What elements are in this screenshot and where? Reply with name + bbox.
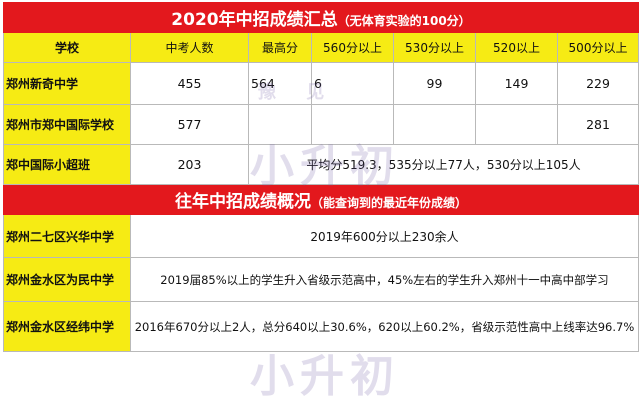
section2-title: 往年中招成绩概况 xyxy=(174,192,311,212)
header-500: 500分以上 xyxy=(557,32,639,63)
section1-header-row: 学校 中考人数 最高分 560分以上 530分以上 520以上 500分以上 xyxy=(3,32,639,63)
table-row: 郑州二七区兴华中学 2019年600分以上230余人 xyxy=(3,214,639,258)
header-count: 中考人数 xyxy=(130,32,249,63)
section1-title-row: 2020年中招成绩汇总（无体育实验的100分） xyxy=(3,2,639,33)
s500-cell: 281 xyxy=(557,104,639,145)
note-cell: 2019届85%以上的学生升入省级示范高中，45%左右的学生升入郑州十一中高中部… xyxy=(130,257,639,302)
section2-title-cell: 往年中招成绩概况（能查询到的最近年份成绩） xyxy=(3,184,639,215)
table-row: 郑州新奇中学 455 564 6 99 149 229 xyxy=(3,62,639,105)
header-school: 学校 xyxy=(3,32,131,63)
school-name: 郑州二七区兴华中学 xyxy=(3,214,131,258)
count-cell: 455 xyxy=(130,62,249,105)
school-name: 郑州市郑中国际学校 xyxy=(3,104,131,145)
note-cell: 平均分519.3，535分以上77人，530分以上105人 xyxy=(248,144,639,185)
max-cell: 564 xyxy=(248,62,312,105)
max-cell xyxy=(248,104,312,145)
s560-cell: 6 xyxy=(311,62,394,105)
note-cell: 2016年670分以上2人，总分640以上30.6%，620以上60.2%，省级… xyxy=(130,301,639,352)
header-520: 520以上 xyxy=(475,32,558,63)
table-row: 郑州市郑中国际学校 577 281 xyxy=(3,104,639,145)
s500-cell: 229 xyxy=(557,62,639,105)
s530-cell: 99 xyxy=(393,62,476,105)
count-cell: 203 xyxy=(130,144,249,185)
header-530: 530分以上 xyxy=(393,32,476,63)
header-560: 560分以上 xyxy=(311,32,394,63)
header-max: 最高分 xyxy=(248,32,312,63)
s520-cell xyxy=(475,104,558,145)
s530-cell xyxy=(393,104,476,145)
s520-cell: 149 xyxy=(475,62,558,105)
section1-title: 2020年中招成绩汇总 xyxy=(171,10,338,30)
school-name: 郑州金水区为民中学 xyxy=(3,257,131,302)
table-row: 郑州金水区为民中学 2019届85%以上的学生升入省级示范高中，45%左右的学生… xyxy=(3,257,639,302)
section2-title-row: 往年中招成绩概况（能查询到的最近年份成绩） xyxy=(3,184,639,215)
score-summary-table-wrap: 2020年中招成绩汇总（无体育实验的100分） 学校 中考人数 最高分 560分… xyxy=(3,2,639,398)
school-name: 郑中国际小超班 xyxy=(3,144,131,185)
table-row: 郑中国际小超班 203 平均分519.3，535分以上77人，530分以上105… xyxy=(3,144,639,185)
section1-title-cell: 2020年中招成绩汇总（无体育实验的100分） xyxy=(3,2,639,33)
score-summary-table: 2020年中招成绩汇总（无体育实验的100分） 学校 中考人数 最高分 560分… xyxy=(3,2,639,352)
note-cell: 2019年600分以上230余人 xyxy=(130,214,639,258)
section2-subtitle: （能查询到的最近年份成绩） xyxy=(310,196,467,210)
s560-cell xyxy=(311,104,394,145)
table-row: 郑州金水区经纬中学 2016年670分以上2人，总分640以上30.6%，620… xyxy=(3,301,639,352)
section1-subtitle: （无体育实验的100分） xyxy=(337,14,471,28)
count-cell: 577 xyxy=(130,104,249,145)
school-name: 郑州新奇中学 xyxy=(3,62,131,105)
school-name: 郑州金水区经纬中学 xyxy=(3,301,131,352)
